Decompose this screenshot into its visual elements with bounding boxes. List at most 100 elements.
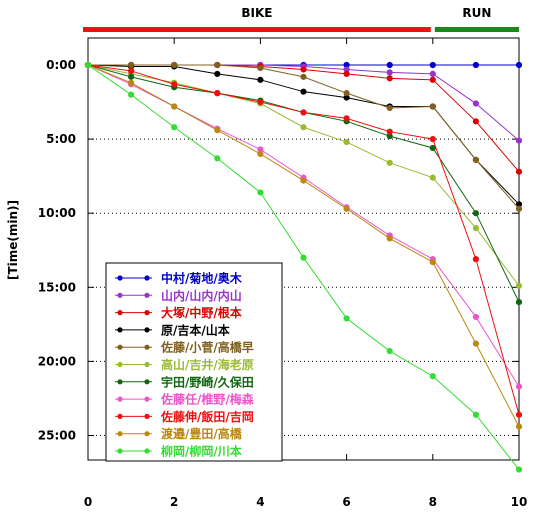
series-point <box>343 115 350 122</box>
series-point <box>472 256 479 263</box>
y-tick-label: 5:00 <box>46 132 76 146</box>
legend-label: 大塚/中野/根本 <box>161 305 242 320</box>
series-point <box>386 159 393 166</box>
series-point <box>515 383 523 390</box>
series-point <box>515 61 523 69</box>
series-point <box>300 177 307 184</box>
legend-label: 佐藤/小菅/高橋早 <box>160 340 254 355</box>
legend-swatch-marker <box>117 396 123 402</box>
legend-swatch-marker <box>144 431 150 437</box>
legend-swatch-marker <box>117 344 123 350</box>
y-axis-label: [Time(min)] <box>6 200 20 280</box>
series-point <box>515 411 523 418</box>
series-point <box>343 90 350 97</box>
series-point <box>171 61 178 69</box>
series-point <box>171 124 178 131</box>
x-tick-label: 10 <box>511 495 528 509</box>
legend-swatch-marker <box>117 413 123 419</box>
y-tick-label: 15:00 <box>38 280 76 294</box>
x-tick-label: 4 <box>256 495 264 509</box>
series-point <box>257 98 264 106</box>
series-11 <box>84 61 523 473</box>
series-point <box>128 73 135 80</box>
plot-frame <box>87 37 520 461</box>
phase-bar-bike <box>83 27 431 32</box>
phase-label-run: RUN <box>462 6 491 20</box>
axes: 0:00 5:00 10:00 15:00 20:00 25:00 0 2 4 6 8 10 <box>38 38 528 509</box>
legend-label: 高山/吉井/海老原 <box>161 357 254 372</box>
series-point <box>515 299 523 306</box>
series-point <box>214 127 221 134</box>
series-lines <box>84 61 523 473</box>
series-point <box>472 118 479 125</box>
series-point <box>515 423 523 430</box>
legend-swatch-marker <box>144 396 150 402</box>
series-point <box>300 254 307 261</box>
series-point <box>515 168 523 175</box>
legend-swatch-marker <box>117 292 123 298</box>
series-point <box>300 124 307 131</box>
series-point <box>214 155 221 162</box>
series-point <box>214 90 221 97</box>
series-point <box>472 340 479 347</box>
legend-swatch-marker <box>117 310 123 316</box>
legend-label: 柳岡/柳岡/川本 <box>161 444 242 459</box>
series-point <box>300 88 307 95</box>
series-point <box>386 75 393 82</box>
y-tick-label: 10:00 <box>38 206 76 220</box>
series-point <box>472 100 479 107</box>
legend-swatch-marker <box>144 379 150 385</box>
series-point <box>429 103 436 110</box>
legend-swatch-marker <box>117 448 123 454</box>
legend-box <box>105 262 283 462</box>
legend-swatch-marker <box>144 292 150 298</box>
series-point <box>128 67 135 75</box>
series-point <box>257 64 264 72</box>
legend: 中村/菊地/奥木山内/山内/内山大塚/中野/根本原/吉本/山本佐藤/小菅/高橋早… <box>105 262 283 462</box>
phase-bars: BIKE RUN <box>83 6 519 32</box>
series-point <box>515 205 523 212</box>
series-point <box>472 224 479 232</box>
series-point <box>300 66 307 73</box>
legend-swatch-marker <box>144 327 150 333</box>
legend-label: 佐藤伸/飯田/吉岡 <box>160 409 254 424</box>
series-5 <box>84 61 523 212</box>
legend-swatch-marker <box>144 413 150 419</box>
series-point <box>128 61 135 69</box>
series-point <box>515 282 523 289</box>
legend-label: 宇田/野崎/久保田 <box>161 374 254 389</box>
legend-swatch-marker <box>117 361 123 368</box>
series-point <box>429 174 436 181</box>
x-tick-label: 2 <box>170 495 178 509</box>
series-point <box>343 205 350 212</box>
legend-swatch-marker <box>144 310 150 316</box>
series-point <box>429 144 436 152</box>
series-point <box>429 61 436 69</box>
series-point <box>515 466 523 473</box>
series-point <box>84 61 92 69</box>
legend-swatch-marker <box>144 361 150 368</box>
series-point <box>171 103 178 110</box>
x-tick-label: 0 <box>84 495 92 509</box>
series-point <box>257 76 264 83</box>
series-point <box>429 76 436 83</box>
series-point <box>300 109 307 116</box>
series-line <box>88 64 520 173</box>
series-point <box>429 70 436 77</box>
legend-swatch-marker <box>117 431 123 437</box>
legend-label: 佐藤任/椎野/梅森 <box>160 392 255 407</box>
series-point <box>386 69 393 76</box>
legend-swatch-marker <box>117 379 123 385</box>
legend-swatch-marker <box>144 344 150 350</box>
series-point <box>429 373 436 380</box>
x-tick-label: 6 <box>342 495 350 509</box>
phase-label-bike: BIKE <box>241 6 272 20</box>
series-point <box>472 61 479 69</box>
series-point <box>128 79 135 86</box>
series-point <box>214 61 221 69</box>
y-tick-label: 20:00 <box>38 354 76 368</box>
legend-label: 山内/山内/内山 <box>161 288 242 303</box>
legend-swatch-marker <box>144 275 150 281</box>
y-tick-label: 25:00 <box>38 429 76 443</box>
